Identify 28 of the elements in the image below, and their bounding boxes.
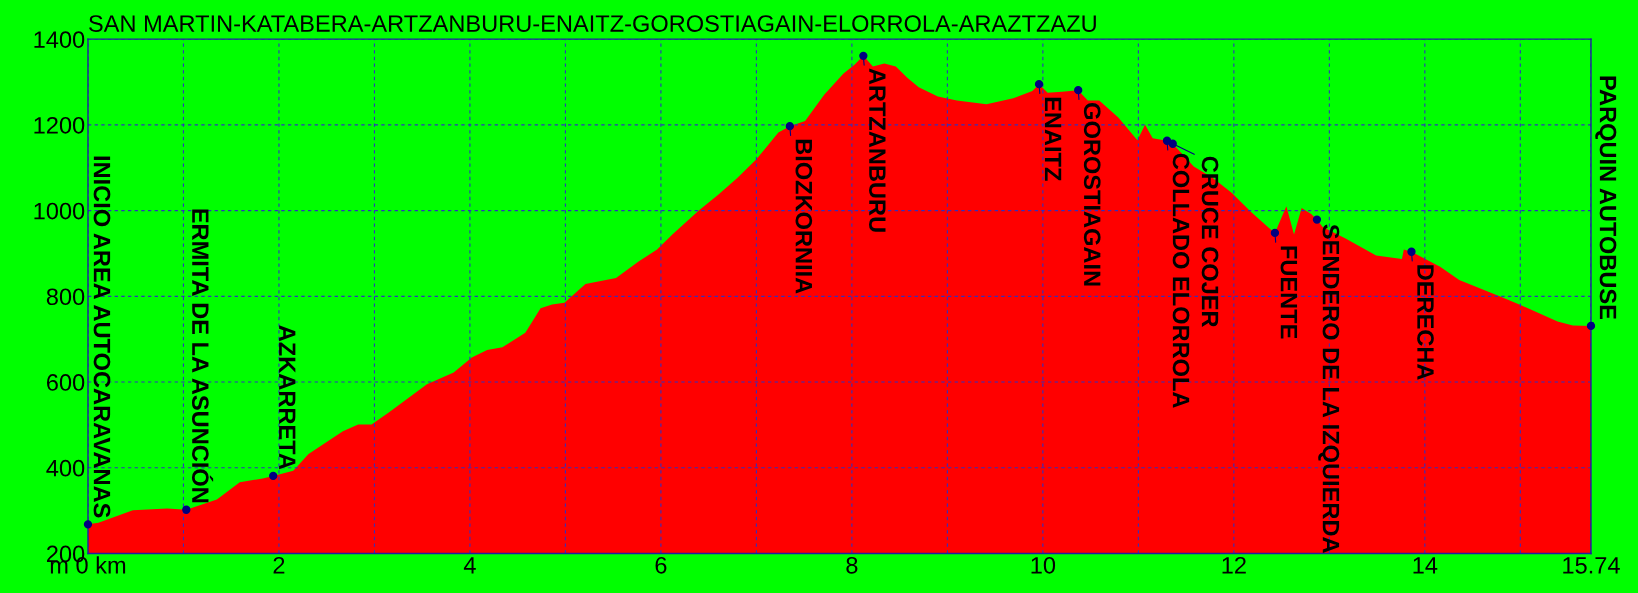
annotation: INICIO AREA AUTOCARAVANAS — [93, 156, 111, 518]
annotation: ERMITA DE LA ASUNCIÓN — [191, 209, 214, 503]
x-tick-label: 4 — [463, 557, 476, 574]
y-tick-label: 1400 — [34, 31, 85, 48]
annotation: PARQUIN AUTOBUSE — [1595, 76, 1617, 319]
annotation: COLLADO ELORROLA — [1172, 153, 1190, 408]
annotation: DERECHA — [1417, 265, 1434, 380]
chart-title: SAN MARTIN-KATABERA-ARTZANBURU-ENAITZ-GOROSTIAGAIN-ELORROLA-ARAZTZAZU — [89, 15, 1096, 32]
x-tick-label: 15.74 — [1563, 557, 1620, 574]
y-tick-label: 1000 — [34, 202, 85, 220]
x-tick-label: 10 — [1031, 556, 1056, 574]
x-tick-label: 6 — [655, 556, 667, 574]
annotation: SENDERO DE LA IZQUIERDA — [1318, 224, 1340, 553]
x-tick-label: 14 — [1413, 557, 1438, 574]
annotation: AZKARRETA — [279, 325, 296, 470]
y-tick-label: 600 — [46, 374, 85, 391]
annotation: FUENTE — [1280, 246, 1298, 339]
annotation: ENAITZ — [1044, 97, 1062, 181]
annotation: BIOZKORNIIA — [795, 139, 813, 294]
annotation: GOROSTIAGAIN — [1083, 103, 1101, 286]
x-tick-label: 12 — [1222, 556, 1246, 574]
y-tick-label: 400 — [46, 459, 85, 477]
x-tick-label: 8 — [846, 556, 858, 574]
annotation: ARTZANBURU — [869, 68, 886, 232]
y-tick-label: 1200 — [34, 116, 85, 134]
y-tick-label: 800 — [46, 288, 85, 306]
annotation: CRUCE COJER — [1201, 156, 1219, 328]
x-tick-label: 2 — [273, 556, 285, 574]
